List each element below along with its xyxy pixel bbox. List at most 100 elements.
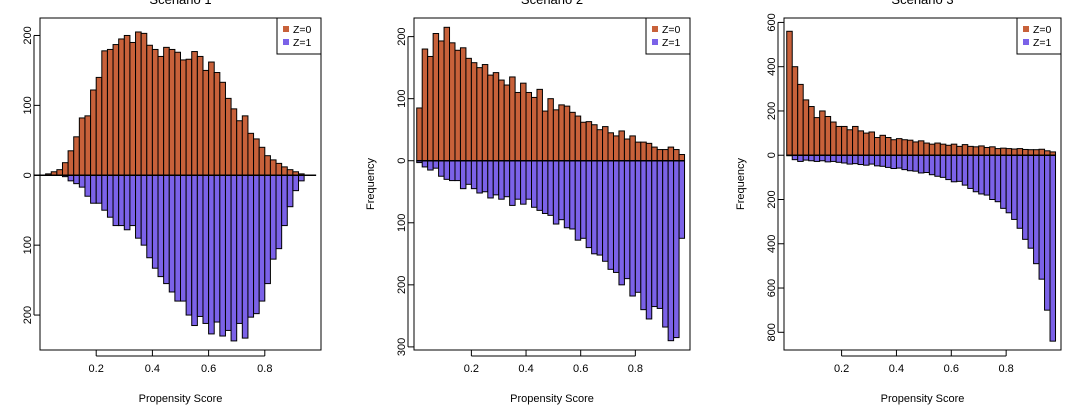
z1-bar	[841, 154, 848, 164]
z0-bar	[438, 40, 445, 162]
z1-bar	[678, 160, 686, 239]
z0-bar	[449, 42, 456, 162]
z1-bar	[1049, 154, 1057, 342]
z0-bar	[459, 47, 467, 162]
z0-bar	[1016, 148, 1024, 156]
z0-bar	[802, 99, 810, 156]
z0-bar	[84, 115, 92, 176]
y-tick-label: 100	[396, 89, 408, 107]
z0-bar	[596, 129, 604, 162]
z0-bar	[135, 31, 142, 176]
z0-bar	[174, 51, 182, 176]
chart-panel-3: Scenario 3 0.2 0.4 0.6 0.8 600 400 200 0 200 400 60…	[735, 0, 1062, 405]
y-tick-label: 200	[766, 190, 778, 208]
y-tick-label: 400	[766, 235, 778, 253]
z0-bar	[645, 142, 653, 162]
z0-bar	[569, 111, 576, 162]
z0-bar	[416, 107, 423, 162]
y-tick-label: 600	[766, 13, 778, 31]
z0-bar	[73, 136, 80, 176]
z1-bar	[465, 160, 472, 185]
z0-bar	[443, 26, 451, 162]
legend-swatch-z0	[652, 26, 658, 32]
z1-bar	[934, 154, 941, 177]
z1-bar	[852, 154, 859, 165]
z1-bar	[928, 154, 936, 176]
z1-bar	[585, 160, 593, 249]
z1-bar	[525, 160, 533, 200]
z0-bar	[269, 159, 277, 176]
z0-bar	[1038, 148, 1046, 156]
z1-bar	[135, 174, 142, 239]
y-tick-label: 200	[22, 26, 34, 44]
x-tick-label: 0.2	[89, 363, 104, 375]
y-axis-label: Frequency	[735, 158, 747, 210]
z1-bar	[459, 160, 467, 190]
z0-bar	[813, 117, 821, 156]
z0-bar	[923, 142, 930, 156]
z0-bar	[202, 69, 210, 176]
z0-bar	[129, 41, 137, 176]
z1-bar	[78, 174, 86, 188]
z0-bar	[454, 49, 461, 162]
z1-bar	[269, 174, 277, 260]
z1-bar	[168, 174, 176, 293]
z1-bar	[118, 174, 125, 227]
z1-bar	[247, 174, 255, 318]
z0-bar	[1027, 149, 1035, 156]
z1-bar	[129, 174, 137, 227]
y-tick-label: 100	[22, 96, 34, 114]
z1-bar	[438, 160, 445, 177]
z1-bar	[101, 174, 108, 211]
chart-title: Scenario 1	[149, 0, 211, 7]
z1-bar	[574, 160, 582, 241]
z0-bar	[580, 121, 587, 162]
z1-bar	[994, 154, 1002, 203]
y-tick-label: 0	[22, 172, 34, 178]
z1-bar	[84, 174, 92, 197]
z0-bar	[286, 169, 294, 176]
z1-bar	[950, 154, 958, 183]
z0-bar	[835, 125, 843, 156]
y-tick-label: 200	[766, 102, 778, 120]
z0-bar	[476, 67, 483, 162]
z0-bar	[61, 162, 69, 176]
z1-bar	[514, 160, 522, 200]
z0-bar	[432, 33, 440, 162]
z1-bar	[580, 160, 587, 239]
z1-bar	[895, 154, 903, 169]
z1-bar	[890, 154, 897, 170]
z1-bar	[202, 174, 210, 324]
z1-bar	[1016, 154, 1024, 229]
z1-bar	[509, 160, 516, 206]
z0-bar	[112, 44, 120, 176]
z1-bar	[281, 174, 288, 227]
z0-bar	[874, 137, 881, 156]
y-tick-label: 0	[766, 152, 778, 158]
z0-bar	[67, 150, 75, 176]
z0-bar	[830, 121, 837, 156]
z0-bar	[236, 120, 243, 176]
z0-bar	[492, 72, 500, 162]
chart-title: Scenario 2	[521, 0, 583, 7]
z0-bar	[146, 44, 153, 176]
z1-bar	[427, 160, 434, 171]
z1-bar	[961, 154, 969, 186]
z1-bar	[1038, 154, 1046, 280]
legend-box	[276, 17, 322, 55]
z1-bar	[180, 174, 187, 302]
x-tick-label: 0.6	[944, 363, 959, 375]
x-tick-label: 0.8	[999, 363, 1014, 375]
z1-bar	[541, 160, 549, 214]
z0-bar	[662, 149, 669, 162]
z0-bar	[230, 108, 238, 176]
z1-bar	[140, 174, 148, 246]
z1-bar	[264, 174, 271, 285]
z1-bar	[174, 174, 182, 302]
legend-box	[1016, 17, 1062, 55]
z0-bar	[95, 76, 103, 176]
z1-bar	[191, 174, 198, 327]
z1-bar	[967, 154, 974, 189]
x-tick-label: 0.2	[834, 363, 849, 375]
z1-bar	[569, 160, 576, 230]
